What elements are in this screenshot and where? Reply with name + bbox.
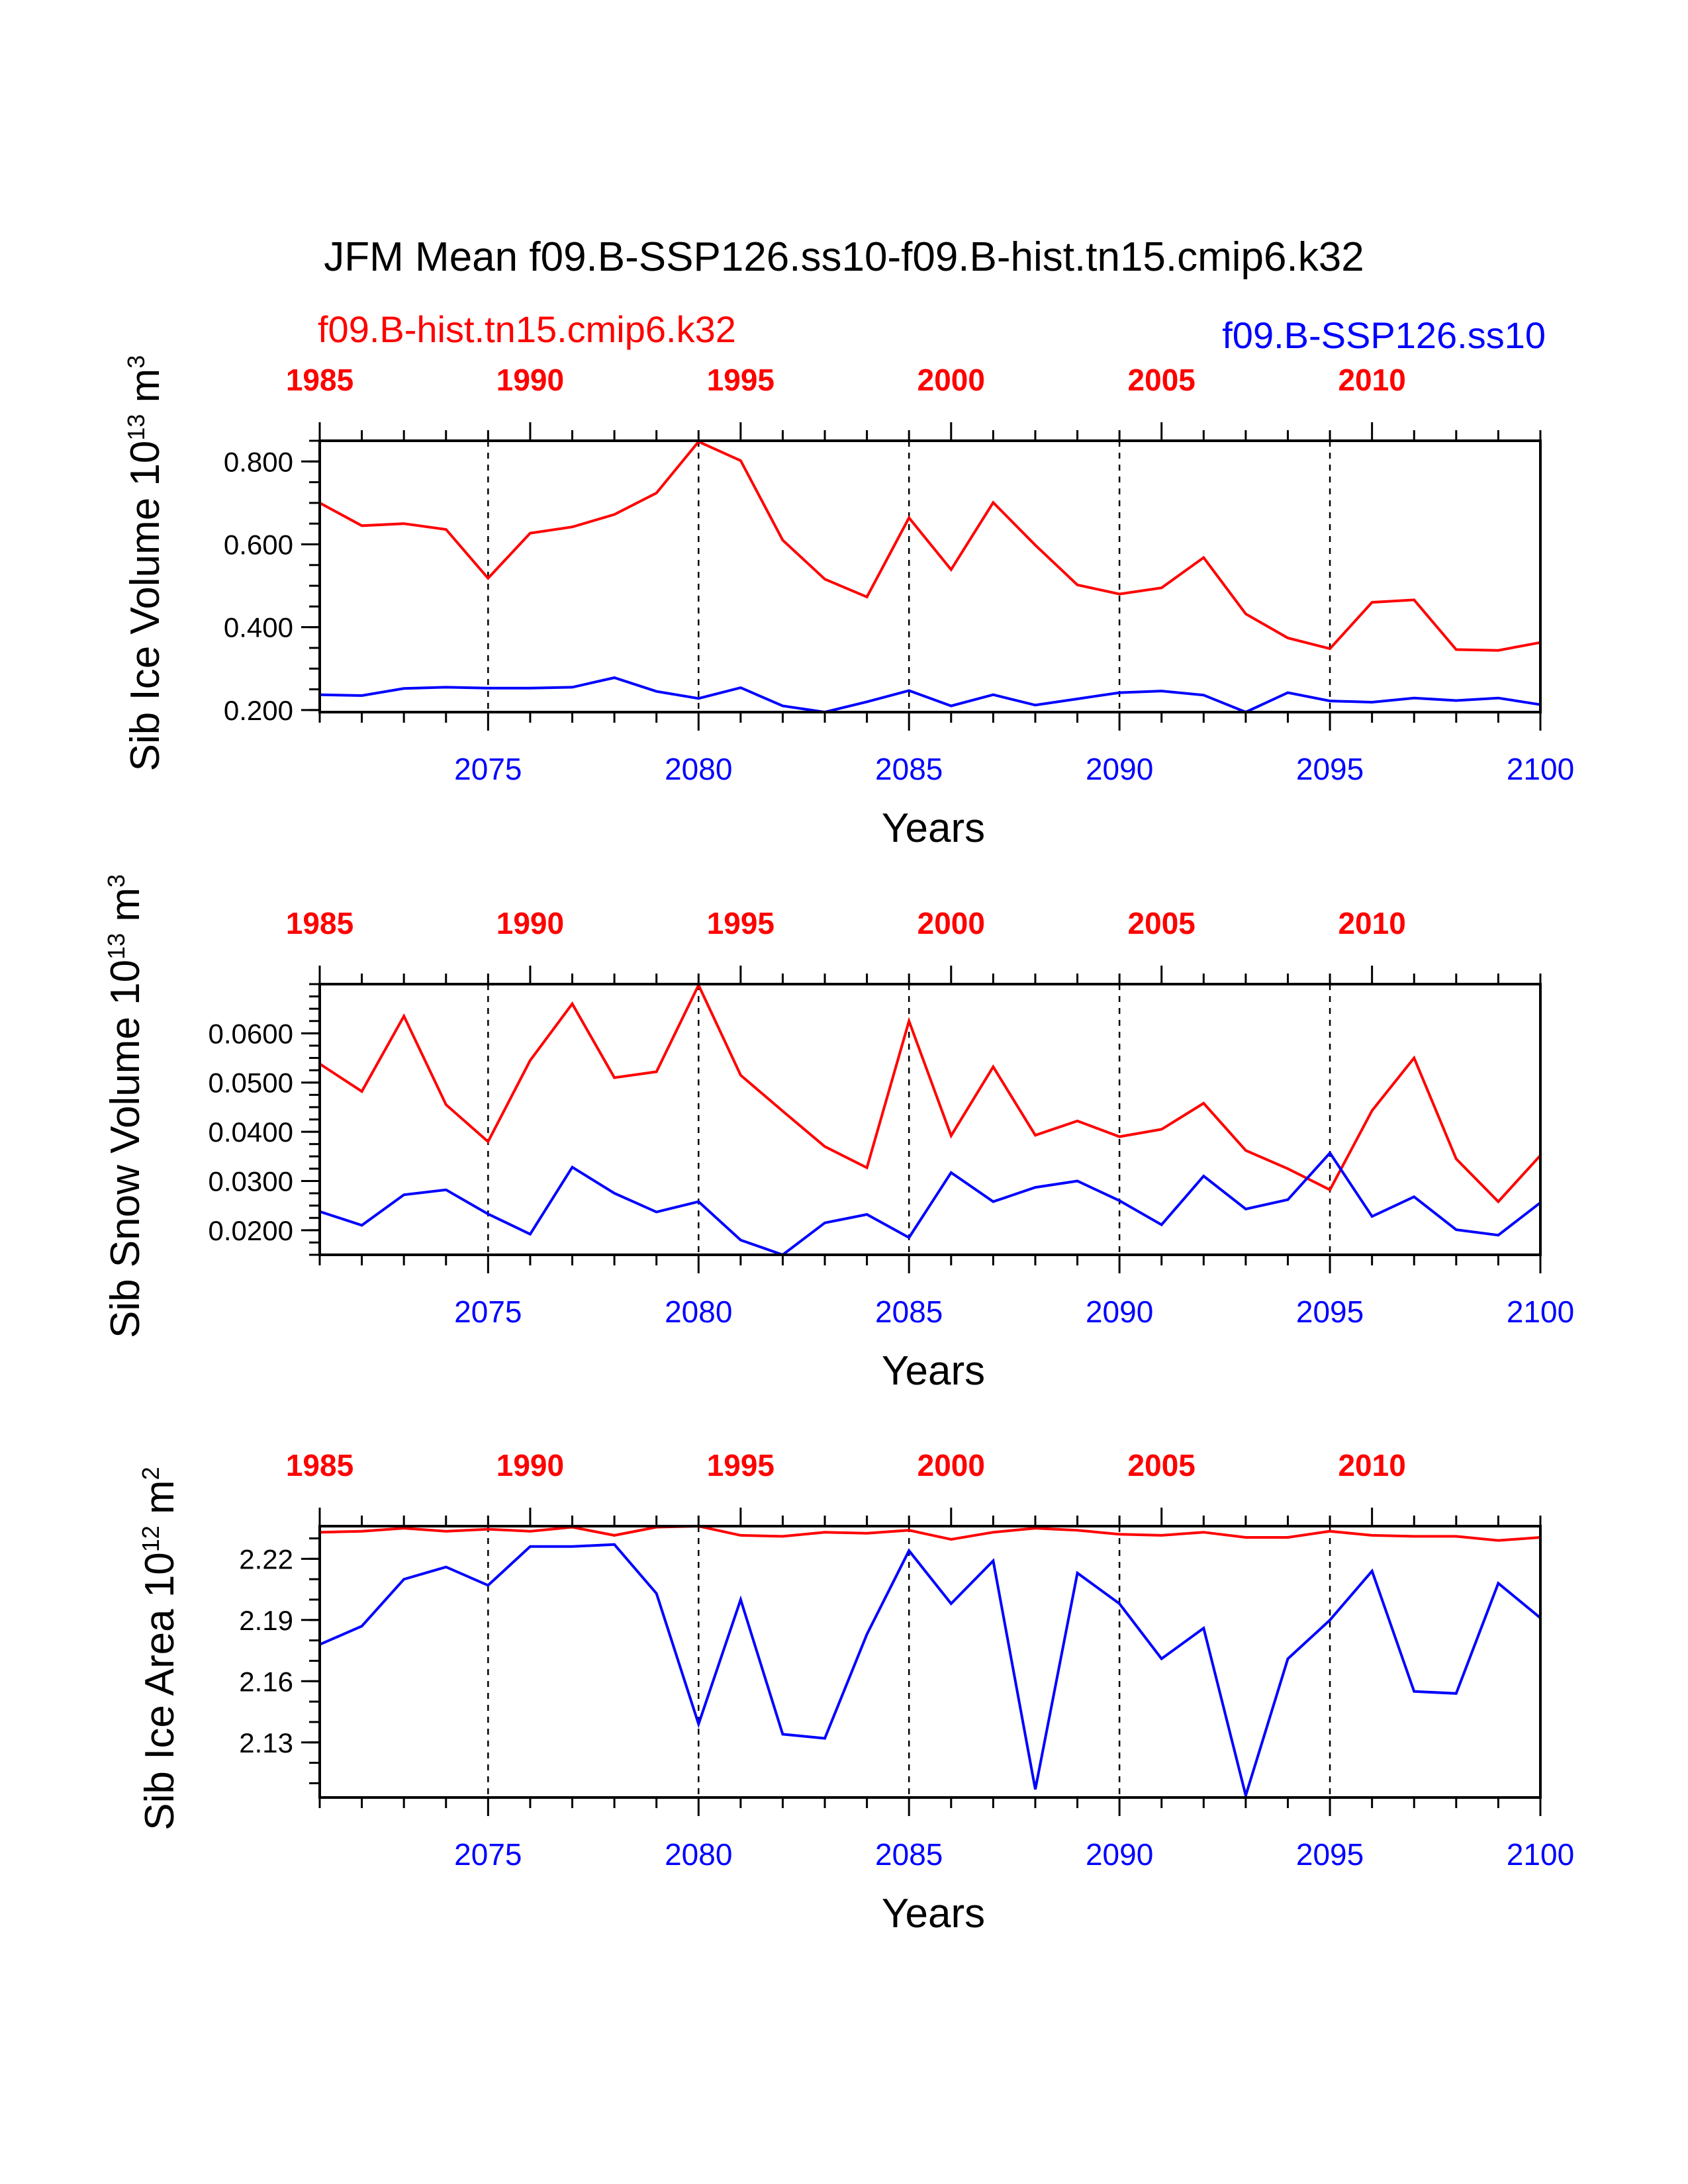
y-tick-label: 0.0500 [209, 1068, 293, 1099]
plot-frame [318, 983, 1542, 1256]
y-tick-label: 0.400 [224, 612, 293, 643]
x-top-tick-label: 2005 [1128, 906, 1196, 940]
x-top-tick-label: 1995 [707, 363, 774, 397]
series-line-ssp [319, 676, 1541, 714]
y-tick-label: 0.800 [224, 446, 293, 477]
y-tick-label: 0.200 [224, 695, 293, 726]
x-top-tick-label: 1995 [707, 906, 774, 940]
x-tick-label: 2100 [1507, 1837, 1574, 1872]
x-top-tick-label: 1985 [286, 906, 353, 940]
series-line-ssp [319, 1543, 1542, 1801]
x-tick-label: 2085 [875, 1295, 943, 1329]
panel-snow-volume: 2075 2080 2085 2090 2095 2100 1985 1990 1995 2000… [103, 874, 1673, 1394]
clip-mask-top [187, 401, 1673, 441]
y-axis-title: Sib Snow Volume 1013 m3 [103, 874, 148, 1338]
x-top-tick-label: 1990 [496, 906, 564, 940]
series-line-hist [319, 439, 1541, 652]
series-line-hist [318, 981, 1542, 1204]
series-line-hist [319, 1524, 1541, 1542]
y-tick-label: 2.16 [239, 1666, 293, 1697]
x-tick-label: 2080 [665, 752, 732, 786]
clip-mask-top [187, 1486, 1673, 1526]
x-tick-label: 2090 [1086, 752, 1153, 786]
y-axis-title: Sib Ice Area 1012 m2 [137, 1467, 183, 1830]
x-top-tick-label: 1990 [496, 1448, 564, 1482]
y-tick-label: 0.600 [224, 529, 293, 560]
x-tick-label: 2075 [454, 1837, 522, 1872]
x-top-tick-label: 2000 [917, 363, 985, 397]
x-tick-label: 2100 [1507, 1295, 1574, 1329]
x-top-tick-label: 2010 [1338, 1448, 1405, 1482]
chart-title: JFM Mean f09.B-SSP126.ss10-f09.B-hist.tn… [324, 234, 1364, 280]
x-tick-label: 2100 [1507, 752, 1574, 786]
legend-hist: f09.B-hist.tn15.cmip6.k32 [318, 308, 736, 350]
series-line-ssp [319, 1150, 1542, 1257]
panel-ice-area: 2075 2080 2085 2090 2095 2100 1985 1990 1995 2000… [137, 1448, 1673, 1936]
x-tick-label: 2095 [1296, 1295, 1364, 1329]
y-tick-label: 0.0200 [209, 1215, 293, 1246]
x-top-tick-label: 1990 [496, 363, 564, 397]
y-tick-label: 0.0300 [209, 1165, 293, 1197]
x-top-tick-label: 2010 [1338, 906, 1405, 940]
x-top-tick-label: 2000 [917, 906, 985, 940]
plot-frame [318, 439, 1542, 713]
clip-mask-bottom [187, 1797, 1673, 1837]
y-axis-title: Sib Ice Volume 1013 m3 [122, 355, 168, 772]
x-tick-label: 2090 [1086, 1295, 1153, 1329]
x-tick-label: 2095 [1296, 1837, 1364, 1872]
x-top-tick-label: 2000 [917, 1448, 985, 1482]
plot-frame [318, 1525, 1542, 1799]
y-tick-label: 0.0600 [209, 1018, 293, 1049]
x-tick-label: 2080 [665, 1837, 732, 1872]
x-tick-label: 2085 [875, 1837, 943, 1872]
x-top-tick-label: 2005 [1128, 1448, 1196, 1482]
y-tick-label: 2.13 [239, 1727, 293, 1758]
y-tick-label: 2.22 [239, 1543, 293, 1574]
y-tick-label: 0.0400 [209, 1116, 293, 1148]
x-top-tick-label: 1995 [707, 1448, 774, 1482]
x-tick-label: 2090 [1086, 1837, 1153, 1872]
panel-ice-volume: 2075 2080 2085 2090 2095 2100 1985 1990 1995 2000… [122, 355, 1673, 851]
x-tick-label: 2095 [1296, 752, 1364, 786]
clip-mask-bottom [187, 712, 1673, 752]
x-tick-label: 2085 [875, 752, 943, 786]
clip-mask-bottom [187, 1255, 1673, 1295]
legend-ssp: f09.B-SSP126.ss10 [1222, 314, 1546, 356]
x-axis-title: Years [882, 1348, 985, 1394]
x-axis-title: Years [882, 1891, 985, 1936]
x-top-tick-label: 1985 [286, 363, 353, 397]
x-tick-label: 2075 [454, 1295, 522, 1329]
x-top-tick-label: 2005 [1128, 363, 1196, 397]
x-tick-label: 2075 [454, 752, 522, 786]
clip-mask-top [187, 944, 1673, 984]
x-top-tick-label: 1985 [286, 1448, 353, 1482]
x-top-tick-label: 2010 [1338, 363, 1405, 397]
y-tick-label: 2.19 [239, 1605, 293, 1636]
x-tick-label: 2080 [665, 1295, 732, 1329]
x-axis-title: Years [882, 805, 985, 851]
